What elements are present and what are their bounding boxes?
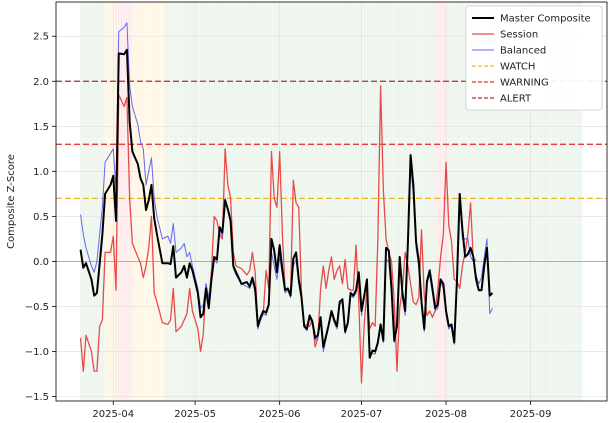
plot-frame xyxy=(55,1,608,402)
y-tick-label: −0.5 xyxy=(25,302,49,313)
legend-label: ALERT xyxy=(500,94,532,105)
y-tick-label: 2.0 xyxy=(33,77,49,88)
legend-box xyxy=(465,5,603,111)
x-tick-label: 2025-04 xyxy=(92,409,134,420)
y-axis-label: Composite Z-Score xyxy=(6,154,17,249)
legend: Master Composite Session Balanced WATCH WARN… xyxy=(465,5,603,111)
series-session-line xyxy=(79,85,477,384)
y-tick-label: −1.5 xyxy=(25,392,49,403)
y-tick-label: 1.0 xyxy=(33,167,49,178)
y-tick-label: 1.5 xyxy=(33,122,49,133)
x-tick-label: 2025-08 xyxy=(425,409,467,420)
background-band-4 xyxy=(165,2,436,401)
x-tick-label: 2025-06 xyxy=(259,409,301,420)
y-tick-label: 0.0 xyxy=(33,257,49,268)
series-master-composite-line xyxy=(79,48,494,359)
x-tick-label: 2025-05 xyxy=(174,409,216,420)
legend-label: WATCH xyxy=(500,62,535,73)
legend-label: Session xyxy=(500,30,538,41)
background-band-0 xyxy=(80,2,106,401)
x-axis-ticks: 2025-04 2025-05 2025-06 2025-07 2025-08 2025-… xyxy=(92,401,552,420)
background-band-5 xyxy=(435,2,449,401)
x-tick-label: 2025-07 xyxy=(341,409,383,420)
legend-label: Balanced xyxy=(500,46,546,57)
y-tick-label: 2.5 xyxy=(33,32,49,43)
legend-label: Master Composite xyxy=(500,14,591,25)
y-tick-label: −1.0 xyxy=(25,347,49,358)
legend-label: WARNING xyxy=(500,78,549,89)
y-tick-label: 0.5 xyxy=(33,212,49,223)
series-lines xyxy=(79,22,494,384)
y-axis-ticks: 2.5 2.0 1.5 1.0 0.5 0.0 −0.5 −1.0 −1.5 xyxy=(25,32,56,403)
x-tick-label: 2025-09 xyxy=(510,409,552,420)
